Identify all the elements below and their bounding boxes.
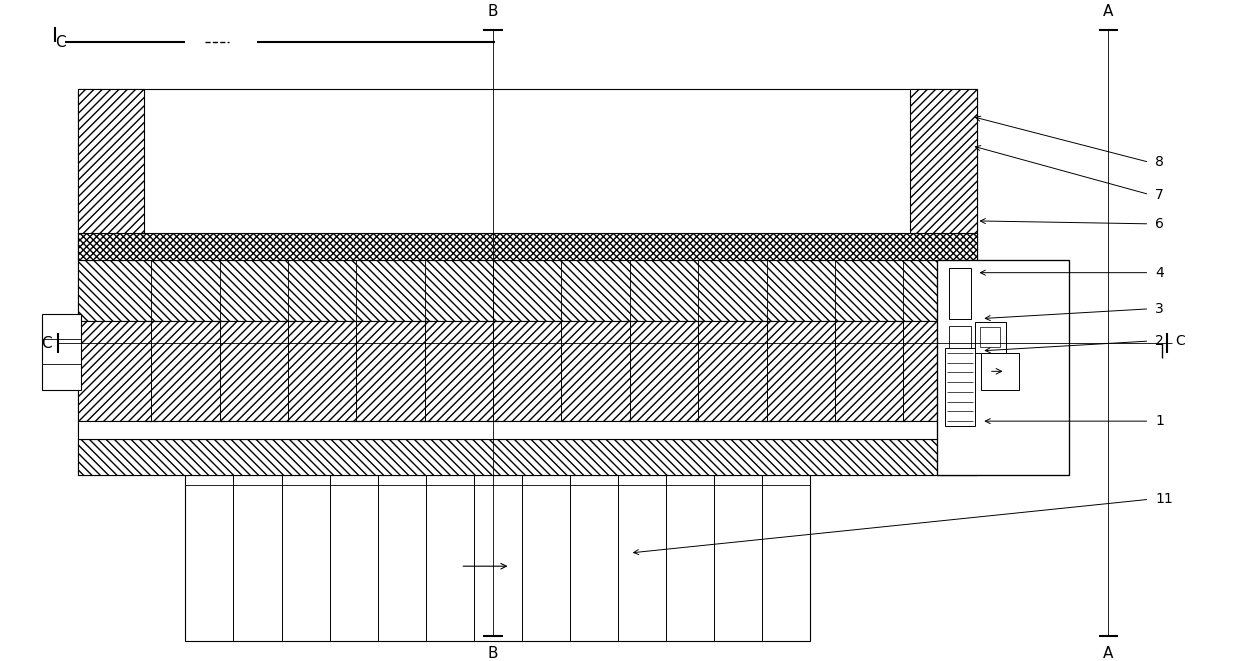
Bar [949, 327, 971, 348]
Text: 11: 11 [1156, 492, 1173, 506]
Text: A: A [1104, 646, 1114, 661]
Text: 1: 1 [1156, 414, 1164, 428]
Bar [78, 421, 977, 439]
Bar [981, 327, 999, 347]
Text: 4: 4 [1156, 266, 1164, 280]
Text: C: C [41, 336, 52, 350]
Text: C: C [56, 34, 66, 50]
Bar [78, 260, 977, 321]
Bar [78, 233, 977, 260]
Bar [78, 321, 977, 421]
Bar [78, 89, 144, 260]
Text: A: A [1104, 4, 1114, 19]
Text: 8: 8 [1156, 155, 1164, 169]
Bar [949, 268, 971, 319]
Bar [78, 260, 977, 475]
Text: 3: 3 [1156, 302, 1164, 316]
Text: 6: 6 [1156, 217, 1164, 231]
Text: B: B [487, 646, 498, 661]
Bar [185, 475, 811, 641]
Bar [937, 260, 1069, 475]
Bar [78, 439, 977, 475]
Text: 2: 2 [1156, 334, 1164, 348]
Bar [981, 353, 1018, 390]
Bar [945, 348, 975, 426]
Text: B: B [487, 4, 498, 19]
Bar [42, 314, 81, 390]
Text: 7: 7 [1156, 188, 1164, 202]
Text: C: C [1174, 334, 1184, 348]
Bar [910, 89, 977, 260]
Bar [975, 321, 1006, 353]
Bar [937, 260, 1069, 475]
Bar [78, 89, 977, 260]
